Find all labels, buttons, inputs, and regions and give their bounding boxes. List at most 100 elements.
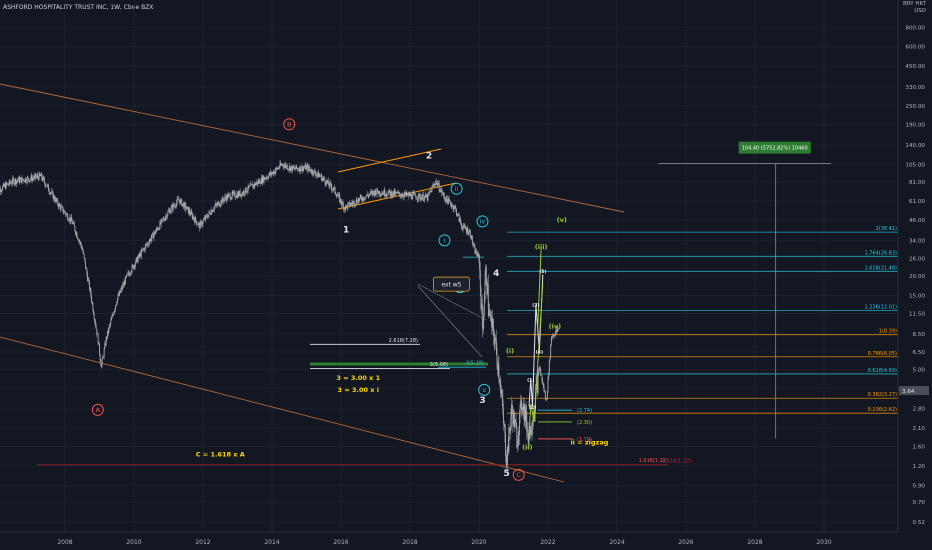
price-candle-body <box>511 404 512 418</box>
price-candle-body <box>211 210 213 212</box>
price-candle-body <box>442 193 443 195</box>
price-candle-body <box>52 192 54 199</box>
price-candle-body <box>371 191 373 195</box>
price-candle-body <box>61 206 63 207</box>
price-candle-body <box>209 211 211 213</box>
price-candle-body <box>27 177 29 178</box>
price-candle-body <box>320 174 322 177</box>
price-candle-body <box>360 195 362 198</box>
chart-title: ASHFORD HOSPITALITY TRUST INC, 1W, Cboe … <box>3 4 154 11</box>
price-candle-body <box>336 195 338 197</box>
price-candle-body <box>242 192 244 195</box>
price-candle-body <box>353 201 355 206</box>
price-candle-body <box>531 429 533 431</box>
price-candle-body <box>309 169 311 170</box>
price-candle-body <box>335 192 337 195</box>
price-candle-body <box>383 189 385 195</box>
price-candle-body <box>288 165 290 169</box>
y-tick-label: 8.50 <box>913 332 926 338</box>
price-candle-body <box>48 190 50 193</box>
price-candle-body <box>127 272 129 274</box>
measurement-tool[interactable]: 104.40 (5752.82%) 10460 <box>658 141 831 439</box>
price-candle-body <box>11 183 13 184</box>
price-candle-body <box>222 197 224 201</box>
price-candle-body <box>310 171 312 173</box>
price-candle-body <box>355 203 357 205</box>
price-candle-body <box>321 178 323 181</box>
price-candle-body <box>363 197 365 200</box>
price-candle-body <box>515 419 516 423</box>
price-candle-body <box>203 219 205 221</box>
price-candle-body <box>134 263 136 268</box>
price-candle-body <box>109 325 110 328</box>
price-candle-body <box>491 318 493 328</box>
price-candle-body <box>108 327 110 333</box>
y-tick-label: 11.50 <box>909 311 925 317</box>
wave-label: 3 <box>479 396 485 406</box>
fib-level-label: 1.236(12.01) <box>864 305 897 311</box>
price-candle-body <box>159 221 161 230</box>
price-candle-body <box>417 198 419 200</box>
price-candle-body <box>199 223 201 229</box>
price-candle-body <box>500 389 502 391</box>
price-candle-body <box>57 199 59 205</box>
price-candle-body <box>164 219 165 221</box>
price-candle-body <box>513 411 515 428</box>
price-candle-body <box>522 407 524 411</box>
price-candle-body <box>369 192 371 195</box>
x-tick-label: 2030 <box>816 539 831 546</box>
price-candle-body <box>116 302 118 305</box>
price-candle-body <box>366 194 368 197</box>
price-candle-body <box>395 191 397 193</box>
price-candle-body <box>526 411 528 432</box>
price-candle-body <box>69 217 71 221</box>
price-candle-body <box>162 219 163 220</box>
price-candle-body <box>40 173 42 177</box>
price-candle-body <box>68 220 70 221</box>
y-tick-label: 140.00 <box>905 143 925 149</box>
price-candle-body <box>59 203 61 206</box>
price-candle-body <box>416 198 418 200</box>
price-candle-body <box>391 195 393 197</box>
price-candle-body <box>214 205 216 208</box>
price-candle-body <box>49 192 51 194</box>
price-candle-body <box>154 231 156 234</box>
price-candle-body <box>179 199 181 204</box>
price-candle-body <box>461 224 463 229</box>
price-candle-body <box>402 195 404 197</box>
price-candle-body <box>278 167 280 169</box>
wave-label: v <box>482 387 486 394</box>
price-candle-body <box>243 190 245 195</box>
price-candle-body <box>33 178 35 179</box>
price-candle-body <box>401 195 403 197</box>
price-candle-body <box>454 206 456 208</box>
price-candle-body <box>114 309 116 312</box>
price-candle-body <box>452 205 453 206</box>
price-candle-body <box>32 178 33 181</box>
price-candle-body <box>105 343 106 346</box>
price-candle-body <box>199 221 201 229</box>
price-candle-body <box>443 193 445 196</box>
price-candle-body <box>440 189 442 190</box>
price-candle-body <box>481 303 483 328</box>
price-candle-body <box>378 191 380 194</box>
price-candle-body <box>361 199 363 201</box>
wave-label: (v) <box>557 216 567 224</box>
price-candle-body <box>513 411 514 425</box>
price-candle-body <box>341 201 343 206</box>
price-candle-body <box>1 190 3 191</box>
price-candle-body <box>294 168 296 170</box>
price-candle-body <box>434 184 435 185</box>
price-candle-body <box>454 206 455 209</box>
price-candle-body <box>51 191 53 193</box>
price-candle-body <box>551 336 553 339</box>
price-candle-body <box>16 180 18 184</box>
price-candle-body <box>247 190 248 193</box>
level-lines: 2(38.41) 1.764(26.83) 1.618(21.48) 1.236(12… <box>310 226 898 464</box>
grid <box>0 0 898 532</box>
price-candle-body <box>140 249 142 257</box>
price-candle-body <box>266 177 268 179</box>
price-candle-body <box>262 176 264 183</box>
price-candle-body <box>467 228 469 235</box>
